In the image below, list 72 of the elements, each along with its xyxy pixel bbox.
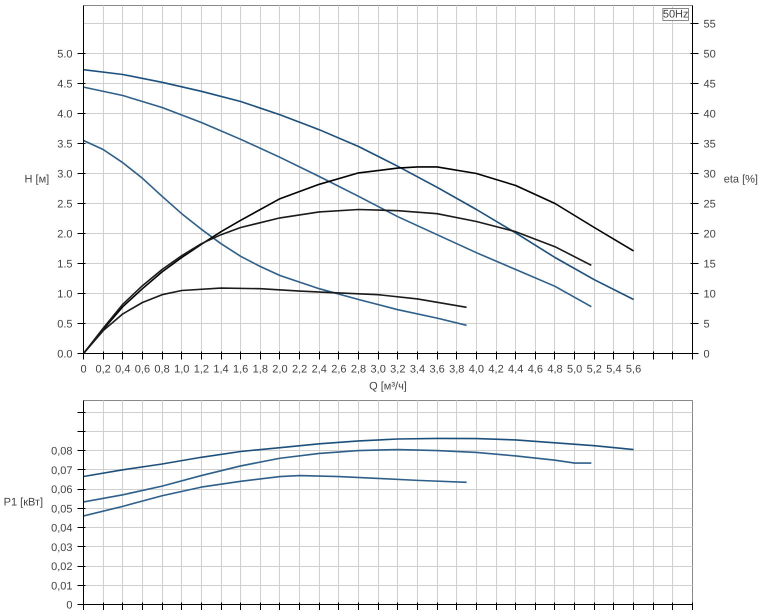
y2-axis-title: eta [%]: [724, 174, 758, 186]
y2-tick-label: 55: [704, 18, 716, 30]
y-tick-label: 0,05: [51, 503, 73, 516]
x-tick-label: 5,2: [586, 364, 602, 376]
x-tick-label: 1,6: [233, 364, 248, 376]
x-tick-label: 3,6: [429, 364, 445, 376]
y2-tick-label: 15: [704, 258, 716, 270]
y-tick-label: 0,07: [51, 464, 73, 477]
y2-tick-label: 0: [704, 348, 710, 360]
y2-tick-label: 10: [704, 288, 716, 300]
x-tick-label: 1,8: [252, 364, 268, 376]
y-tick-label: 2.5: [57, 198, 73, 210]
x-tick-label: 3,4: [410, 364, 426, 376]
y-tick-label: 0,08: [51, 446, 73, 458]
x-tick-label: 1,0: [174, 364, 190, 376]
x-tick-label: 2,6: [331, 364, 347, 376]
x-tick-label: 4,4: [508, 364, 524, 376]
y-tick-label: 5.0: [57, 48, 73, 60]
x-tick-label: 0: [80, 364, 87, 376]
x-tick-label: 4,0: [468, 364, 484, 376]
y-axis-title: P1 [кВт]: [4, 496, 44, 508]
line-series: [84, 140, 468, 326]
y-tick-label: 0,06: [51, 484, 73, 496]
x-tick-label: 0,8: [154, 364, 170, 376]
x-tick-label: 3,8: [449, 364, 464, 376]
y-tick-label: 0,01: [51, 580, 73, 592]
line-series: [84, 448, 592, 503]
y-tick-label: 0,03: [51, 542, 73, 554]
y-tick-label: 0,04: [51, 522, 73, 535]
x-tick-label: 4,6: [528, 364, 543, 376]
x-tick-label: 1,4: [213, 364, 229, 376]
y2-tick-label: 30: [704, 168, 716, 180]
y2-tick-label: 5: [704, 318, 710, 330]
x-tick-label: 3,0: [370, 364, 386, 376]
x-tick-label: 2,8: [350, 364, 366, 376]
line-series: [84, 438, 634, 478]
x-tick-label: 5,0: [566, 364, 582, 376]
y2-tick-label: 35: [704, 138, 716, 150]
x-tick-label: 2,0: [272, 364, 288, 376]
annotation: 50Hz: [662, 8, 689, 20]
y-axis-title: H [м]: [24, 174, 50, 186]
x-tick-label: 4,8: [547, 364, 563, 376]
y-tick-label: 1.5: [57, 258, 73, 270]
y2-tick-label: 45: [704, 78, 716, 90]
x-tick-label: 5,4: [606, 364, 622, 376]
x-tick-label: 0,6: [134, 364, 150, 376]
y-tick-label: 0: [66, 600, 73, 612]
x-tick-label: 2,4: [312, 364, 327, 376]
x-tick-label: 1,2: [194, 364, 210, 376]
y2-tick-label: 25: [704, 198, 716, 210]
line-series: [84, 68, 634, 300]
y2-tick-label: 40: [704, 108, 716, 120]
line-series: [84, 86, 592, 308]
y2-tick-label: 50: [704, 48, 716, 60]
x-tick-label: 4,2: [488, 364, 504, 376]
x-tick-label: 3,2: [390, 364, 406, 376]
y-tick-label: 0.5: [57, 318, 73, 330]
y-tick-label: 0,02: [51, 561, 73, 574]
x-axis-title: Q [м³/ч]: [369, 380, 407, 392]
line-series: [84, 474, 468, 517]
y-tick-label: 0.0: [57, 348, 73, 360]
y-tick-label: 3.5: [57, 138, 73, 150]
y-tick-label: 3.0: [57, 168, 73, 180]
x-tick-label: 0,2: [96, 364, 111, 376]
y-tick-label: 4.0: [57, 108, 73, 120]
x-tick-label: 5,6: [626, 364, 642, 376]
x-tick-label: 2,2: [292, 364, 308, 376]
y-tick-label: 2.0: [57, 228, 73, 240]
x-tick-label: 0,4: [115, 364, 130, 376]
y2-tick-label: 20: [704, 228, 716, 240]
y-tick-label: 4.5: [57, 78, 73, 90]
y-tick-label: 1.0: [57, 288, 73, 300]
